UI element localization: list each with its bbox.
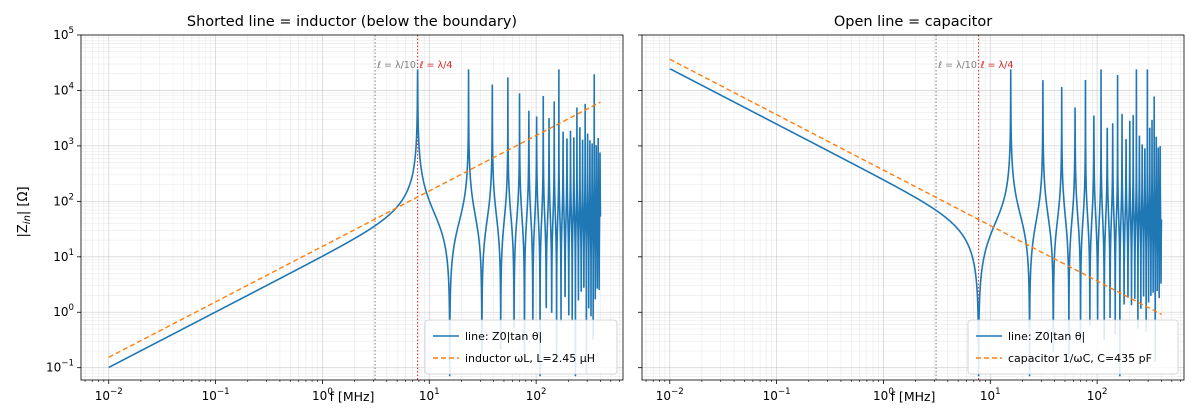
x-axis-label: f [MHz] <box>330 389 375 404</box>
chart-title: Shorted line = inductor (below the bound… <box>187 14 517 30</box>
legend-entry: line: Z0|tan θ| <box>1008 330 1085 343</box>
y-tick-label: 103 <box>53 137 74 153</box>
x-tick-label: 10−1 <box>202 387 230 403</box>
axes-frame <box>80 34 624 381</box>
y-tick-label: 10−1 <box>46 359 74 375</box>
x-tick-label: 102 <box>1087 387 1108 403</box>
panel-shorted-line: ℓ = λ/10 ℓ = λ/4 10−2 10−1 100 101 102 10−1 100 1… <box>46 14 624 404</box>
axes-frame <box>641 34 1185 381</box>
reference-vline-label: ℓ = λ/4 <box>981 60 1014 71</box>
series-line-impedance <box>108 69 602 377</box>
x-tick-label: 10−2 <box>95 387 123 403</box>
x-tick-label: 10−2 <box>656 387 684 403</box>
x-tick-label: 101 <box>419 387 440 403</box>
x-tick-label: 100 <box>312 387 333 403</box>
legend-box <box>424 319 618 375</box>
panel-open-line: ℓ = λ/10 ℓ = λ/4 10−2 10−1 100 101 102 Open lin… <box>638 14 1185 404</box>
legend-box <box>967 319 1179 375</box>
reference-vline-label: ℓ = λ/10 <box>938 60 977 71</box>
legend: line: Z0|tan θ| inductor ωL, L=2.45 μH <box>424 319 618 375</box>
series-line-impedance <box>669 68 1163 377</box>
reference-vline-label: ℓ = λ/10 <box>377 60 416 71</box>
y-axis-label: |Zin| [Ω] <box>16 186 33 237</box>
y-tick-label: 105 <box>53 26 74 42</box>
y-tick-label: 100 <box>53 303 74 319</box>
y-tick-label: 104 <box>53 81 74 97</box>
legend-entry: capacitor 1/ωC, C=435 pF <box>1008 352 1152 365</box>
chart-title: Open line = capacitor <box>834 14 992 30</box>
reference-vline-label: ℓ = λ/4 <box>420 60 453 71</box>
x-tick-label: 101 <box>980 387 1001 403</box>
x-tick-label: 100 <box>873 387 894 403</box>
legend-entry: line: Z0|tan θ| <box>465 330 542 343</box>
series-lumped-element <box>669 58 1162 316</box>
legend-entry: inductor ωL, L=2.45 μH <box>465 352 595 365</box>
series-lumped-element <box>108 101 601 358</box>
x-tick-label: 10−1 <box>763 387 791 403</box>
x-axis-label: f [MHz] <box>891 389 936 404</box>
x-tick-label: 102 <box>526 387 547 403</box>
y-tick-label: 101 <box>53 248 74 264</box>
y-tick-label: 102 <box>53 192 74 208</box>
legend: line: Z0|tan θ| capacitor 1/ωC, C=435 pF <box>967 319 1179 375</box>
